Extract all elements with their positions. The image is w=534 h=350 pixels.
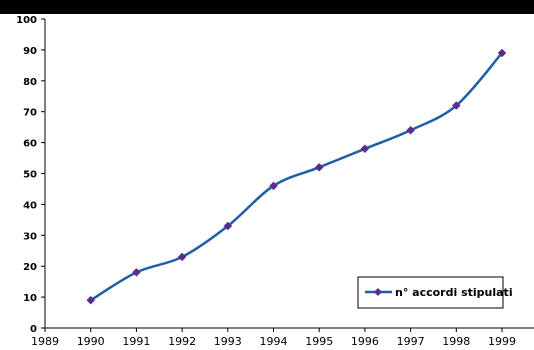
x-tick-label: 1992	[168, 335, 196, 348]
x-tick-label: 1998	[442, 335, 470, 348]
x-tick-label: 1995	[305, 335, 333, 348]
x-tick-label: 1997	[397, 335, 425, 348]
legend: n° accordi stipulati	[357, 276, 513, 309]
legend-label: n° accordi stipulati	[395, 286, 513, 299]
data-point-marker	[132, 268, 141, 277]
x-tick-label: 1989	[31, 335, 59, 348]
data-point-marker	[177, 252, 187, 262]
x-axis-tick-labels: 1989 1990 1991 1992 1993 1994 1995 1996 1997 1998…	[31, 335, 516, 348]
y-tick-label: 90	[23, 46, 37, 57]
data-point-marker	[269, 181, 278, 191]
x-tick-label: 1996	[351, 335, 379, 348]
y-tick-label: 0	[30, 324, 37, 335]
data-point-marker	[86, 295, 96, 305]
data-point-marker	[406, 125, 415, 135]
series-line	[90, 52, 503, 302]
data-point-marker	[360, 144, 370, 154]
x-tick-label: 1994	[260, 335, 288, 348]
x-tick-label: 1993	[214, 335, 242, 348]
y-axis-tick-labels: 0 10 20 30 40 50 60 70 80 90 100	[16, 15, 37, 335]
y-tick-label: 60	[23, 139, 37, 150]
y-tick-label: 100	[16, 15, 37, 26]
y-tick-label: 50	[23, 170, 37, 181]
data-point-marker	[497, 48, 507, 58]
y-tick-label: 10	[23, 293, 37, 304]
data-point-marker	[451, 101, 461, 110]
legend-diamond-marker	[374, 288, 382, 296]
top-header-band	[0, 0, 534, 14]
data-point-marker	[223, 221, 233, 231]
x-tick-label: 1991	[122, 335, 150, 348]
data-point-marker	[314, 162, 324, 172]
y-tick-label: 30	[23, 231, 37, 242]
y-tick-label: 20	[23, 262, 37, 273]
y-tick-label: 70	[23, 108, 37, 119]
y-tick-label: 80	[23, 77, 37, 88]
x-tick-label: 1990	[77, 335, 105, 348]
chart-axes	[41, 18, 534, 332]
y-tick-label: 40	[23, 200, 37, 211]
x-tick-label: 1999	[488, 335, 516, 348]
series-layer	[86, 48, 507, 305]
